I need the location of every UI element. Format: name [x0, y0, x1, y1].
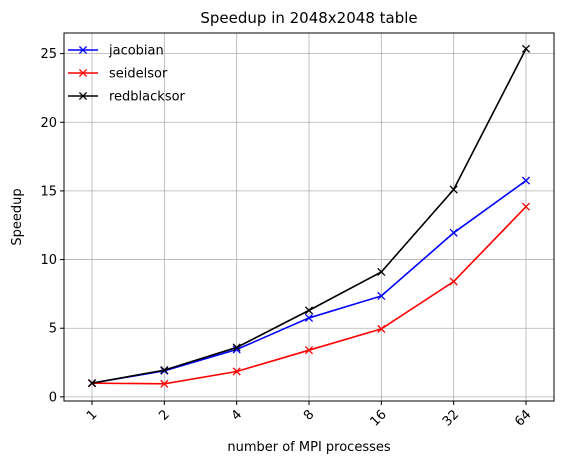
grid: [64, 33, 554, 401]
data-point-marker: [160, 366, 169, 375]
legend-label: seidelsor: [109, 67, 168, 82]
x-tick-label: 2: [156, 407, 172, 423]
x-axis-label: number of MPI processes: [227, 440, 391, 455]
x-tick-label: 4: [229, 407, 245, 423]
data-point-marker: [232, 367, 241, 376]
legend-item-jacobian: jacobian: [68, 44, 164, 59]
data-point-marker: [377, 267, 386, 276]
x-tick-label: 8: [301, 407, 317, 423]
data-point-marker: [521, 202, 531, 211]
y-tick-label: 0: [49, 390, 57, 405]
legend-label: jacobian: [108, 44, 164, 59]
series-redblacksor: [87, 44, 531, 388]
x-tick-label: 64: [512, 407, 534, 429]
legend-item-seidelsor: seidelsor: [68, 67, 168, 82]
data-point-marker: [377, 324, 386, 333]
chart-title: Speedup in 2048x2048 table: [200, 9, 417, 27]
y-tick-label: 15: [40, 184, 57, 199]
data-point-marker: [449, 277, 458, 286]
data-point-marker: [304, 306, 314, 315]
data-point-marker: [304, 313, 314, 322]
data-point-marker: [160, 379, 169, 388]
data-point-marker: [232, 343, 241, 352]
y-axis-label: Speedup: [10, 188, 25, 245]
legend-marker: [78, 91, 88, 101]
data-point-marker: [521, 176, 531, 185]
y-tick-label: 20: [40, 116, 57, 131]
series-layer: [87, 44, 531, 388]
data-point-marker: [449, 228, 458, 237]
data-point-marker: [377, 291, 386, 301]
data-point-marker: [87, 379, 97, 388]
data-point-marker: [521, 44, 531, 53]
legend-label: redblacksor: [109, 90, 186, 105]
legend-item-redblacksor: redblacksor: [68, 90, 186, 105]
x-tick-label: 32: [440, 407, 462, 429]
legend-marker: [78, 45, 88, 55]
legend-marker: [78, 68, 88, 78]
x-tick-label: 16: [368, 407, 390, 429]
y-tick-label: 25: [40, 47, 57, 62]
x-tick-label: 1: [84, 407, 100, 423]
data-point-marker: [304, 346, 314, 355]
data-point-marker: [449, 185, 458, 194]
legend: jacobian seidelsor redblacksor: [68, 44, 186, 105]
y-tick-label: 10: [40, 253, 57, 268]
y-tick-label: 5: [49, 322, 57, 337]
